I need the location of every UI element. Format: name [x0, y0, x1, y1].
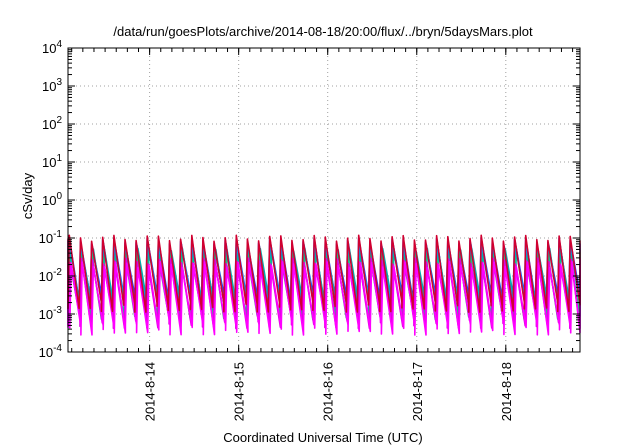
y-tick-exponent: 2 — [56, 115, 62, 126]
y-tick-label: 102 — [42, 115, 62, 132]
y-tick-base: 10 — [42, 117, 56, 132]
y-tick-exponent: 4 — [56, 39, 62, 50]
y-tick-base: 10 — [42, 79, 56, 94]
series-layer — [67, 234, 581, 336]
y-axis-label: cSv/day — [20, 172, 35, 219]
x-tick-label: 2014-8-17 — [410, 362, 425, 421]
y-tick-label: 101 — [42, 153, 62, 170]
y-tick-label: 104 — [42, 39, 62, 56]
x-tick-label: 2014-8-16 — [321, 362, 336, 421]
plot-border — [67, 47, 581, 353]
y-tick-base: 10 — [39, 231, 53, 246]
y-tick-label: 103 — [42, 77, 62, 94]
y-tick-exponent: 0 — [56, 191, 62, 202]
x-tick-label: 2014-8-18 — [499, 362, 514, 421]
y-tick-label: 10-3 — [39, 305, 63, 322]
y-tick-base: 10 — [39, 269, 53, 284]
series-line-5 — [67, 261, 581, 336]
plot-frame — [67, 47, 581, 353]
y-tick-exponent: -1 — [53, 229, 62, 240]
y-tick-exponent: 3 — [56, 77, 62, 88]
chart-title: /data/run/goesPlots/archive/2014-08-18/2… — [113, 24, 533, 39]
y-tick-base: 10 — [42, 193, 56, 208]
y-tick-exponent: 1 — [56, 153, 62, 164]
series-line-6 — [67, 234, 581, 313]
y-tick-label: 10-1 — [39, 229, 63, 246]
y-tick-base: 10 — [42, 155, 56, 170]
y-tick-exponent: -4 — [53, 343, 62, 354]
y-tick-base: 10 — [39, 345, 53, 360]
y-tick-exponent: -3 — [53, 305, 62, 316]
y-tick-base: 10 — [39, 307, 53, 322]
x-axis-label: Coordinated Universal Time (UTC) — [223, 430, 422, 445]
y-tick-base: 10 — [42, 41, 56, 56]
y-tick-exponent: -2 — [53, 267, 62, 278]
x-tick-label: 2014-8-15 — [232, 362, 247, 421]
y-tick-label: 10-4 — [39, 343, 63, 360]
y-tick-label: 100 — [42, 191, 62, 208]
x-axis: 2014-8-14 2014-8-15 2014-8-16 2014-8-17 2014… — [143, 362, 514, 421]
x-tick-label: 2014-8-14 — [143, 362, 158, 421]
y-tick-label: 10-2 — [39, 267, 63, 284]
